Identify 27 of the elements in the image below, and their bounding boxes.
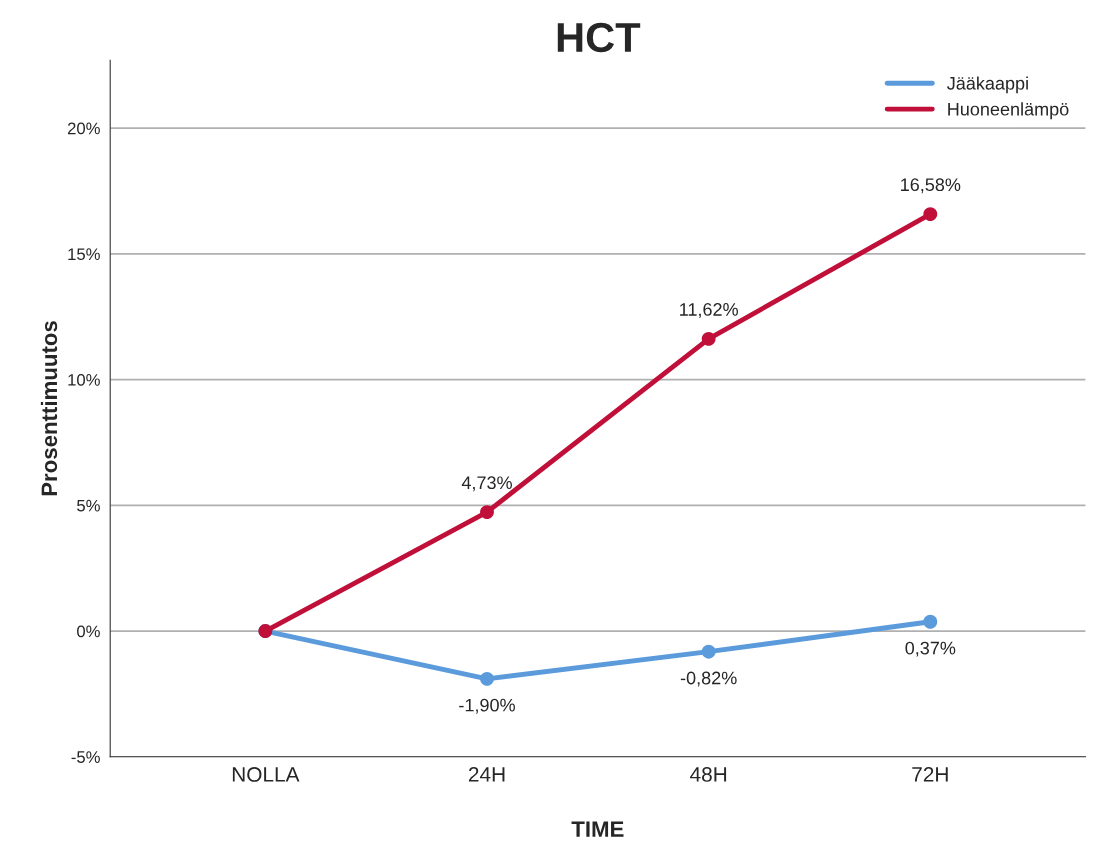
- point: [480, 671, 494, 686]
- data-label: 4,73%: [461, 476, 512, 492]
- data-label: 0,37%: [905, 641, 956, 657]
- y-tick-label: 0%: [77, 625, 100, 638]
- y-tick-label: 20%: [67, 122, 100, 135]
- point: [701, 331, 716, 346]
- y-tick-label: 5%: [77, 499, 100, 512]
- x-tick-label: 48H: [690, 767, 727, 782]
- data-label: -1,90%: [459, 698, 515, 714]
- x-tick-label: 72H: [912, 767, 948, 782]
- y-axis-title: Prosenttimuutos: [40, 321, 58, 496]
- legend-label: Jääkaappi: [947, 76, 1028, 94]
- point: [923, 207, 938, 222]
- y-tick-label: -5%: [71, 751, 100, 763]
- legend-label: Huoneenlämpö: [948, 102, 1069, 120]
- point: [923, 614, 938, 629]
- y-tick-label: 10%: [68, 373, 100, 386]
- point: [480, 505, 494, 520]
- point: [701, 644, 716, 659]
- chart-title: HCT: [557, 22, 641, 53]
- data-label: 11,62%: [680, 303, 738, 318]
- x-axis-title: TIME: [571, 821, 624, 837]
- data-label: 16,58%: [901, 178, 961, 194]
- x-tick-label: 24H: [468, 767, 505, 782]
- data-label: -0,82%: [680, 671, 737, 687]
- y-tick-label: 15%: [68, 248, 100, 261]
- x-tick-label: NOLLA: [232, 767, 300, 782]
